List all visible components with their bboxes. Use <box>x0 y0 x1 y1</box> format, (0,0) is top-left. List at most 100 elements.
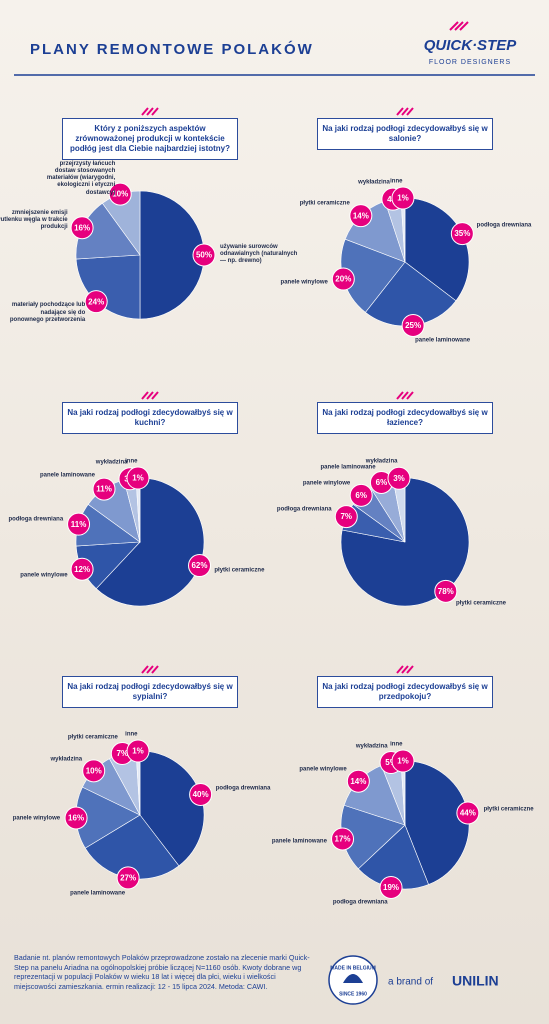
category-label: inne <box>125 731 138 738</box>
footnote: Badanie nt. planów remontowych Polaków p… <box>14 953 310 992</box>
value-label: 16% <box>74 223 90 232</box>
category-label: panele winylowe <box>280 279 328 286</box>
value-label: 1% <box>397 757 409 766</box>
pie-slice <box>75 254 141 320</box>
chart-title: Na jaki rodzaj podłogi zdecydowałbyś się… <box>317 676 493 708</box>
chart-title: Na jaki rodzaj podłogi zdecydowałbyś się… <box>317 118 493 150</box>
value-badge <box>189 782 213 806</box>
category-label: panele laminowane <box>415 337 471 344</box>
category-label: panele laminowane <box>271 838 327 845</box>
value-badge <box>349 483 373 507</box>
category-label: podłoga drewniana <box>276 506 332 513</box>
category-label: podłoga drewniana <box>332 899 388 906</box>
value-label: 14% <box>350 777 366 786</box>
value-label: 6% <box>376 478 388 487</box>
value-label: 1% <box>132 474 144 483</box>
value-badge <box>379 875 403 899</box>
value-label: 17% <box>335 835 351 844</box>
title-mark <box>396 665 414 674</box>
value-label: 19% <box>383 883 399 892</box>
category-label: inne <box>390 178 403 185</box>
brand: UNILIN <box>452 973 499 989</box>
badge-icon <box>343 974 363 983</box>
category-label: panele laminowane <box>320 464 376 471</box>
value-badge <box>450 222 474 246</box>
category-label: wykładzina <box>365 458 398 465</box>
title-mark <box>141 107 159 116</box>
category-label: używanie surowców odnawialnych (naturaln… <box>220 244 298 265</box>
category-label: płytki ceramiczne <box>483 806 534 813</box>
value-badge <box>84 290 108 314</box>
value-label: 7% <box>340 512 352 521</box>
value-badge <box>331 827 355 851</box>
brand-of: a brand of <box>388 977 433 988</box>
value-label: 44% <box>460 809 476 818</box>
chart-title: Który z poniższych aspektów zrównoważone… <box>62 118 238 160</box>
chart-title: Na jaki rodzaj podłogi zdecydowałbyś się… <box>62 402 238 434</box>
value-badge <box>192 243 216 267</box>
category-label: płytki ceramiczne <box>67 734 118 741</box>
value-badge <box>346 769 370 793</box>
value-label: 3% <box>393 474 405 483</box>
badge-top: MADE IN BELGIUM <box>330 965 376 971</box>
title-mark <box>141 665 159 674</box>
title-mark <box>396 391 414 400</box>
category-label: płytki ceramiczne <box>214 567 265 574</box>
value-badge <box>401 313 425 337</box>
value-badge <box>188 554 212 578</box>
category-label: podłoga drewniana <box>215 785 271 792</box>
value-label: 5% <box>385 758 397 767</box>
value-badge <box>82 759 106 783</box>
value-badge <box>70 557 94 581</box>
chart-title: Na jaki rodzaj podłogi zdecydowałbyś się… <box>317 402 493 434</box>
category-label: płytki ceramiczne <box>299 200 350 207</box>
category-label: zmniejszenie emisji dwutlenku węgla w tr… <box>0 210 68 231</box>
value-badge <box>70 216 94 240</box>
value-label: 35% <box>454 229 470 238</box>
category-label: inne <box>390 741 403 748</box>
category-label: wykładzina <box>95 459 128 466</box>
page-title: PLANY REMONTOWE POLAKÓW <box>30 40 314 58</box>
title-mark <box>141 391 159 400</box>
value-badge <box>116 866 140 890</box>
category-label: inne <box>125 458 138 465</box>
value-badge <box>391 186 415 210</box>
value-badge <box>108 182 132 206</box>
value-label: 11% <box>96 485 112 494</box>
value-label: 1% <box>132 747 144 756</box>
value-badge <box>64 806 88 830</box>
category-label: panele laminowane <box>40 472 96 479</box>
value-label: 20% <box>335 275 351 284</box>
value-badge <box>349 204 373 228</box>
chart-title: Na jaki rodzaj podłogi zdecydowałbyś się… <box>62 676 238 708</box>
category-label: panele winylowe <box>302 480 351 487</box>
category-label: płytki ceramiczne <box>455 600 507 607</box>
logo: QUICK·STEP <box>424 37 518 54</box>
value-label: 40% <box>193 790 209 799</box>
value-badge <box>126 466 150 490</box>
value-label: 27% <box>120 873 136 882</box>
category-label: materiały pochodzące lub nadające się do… <box>9 302 86 323</box>
category-label: panele winylowe <box>299 766 347 773</box>
value-label: 62% <box>191 561 207 570</box>
value-badge <box>391 749 415 773</box>
logo-mark <box>449 21 469 31</box>
value-label: 10% <box>86 766 102 775</box>
value-badge <box>456 801 480 825</box>
value-badge <box>331 267 355 291</box>
value-label: 10% <box>112 190 128 199</box>
value-label: 12% <box>74 565 90 574</box>
title-mark <box>396 107 414 116</box>
value-label: 50% <box>196 251 212 260</box>
category-label: panele winylowe <box>20 572 68 579</box>
value-label: 7% <box>117 749 129 758</box>
category-label: podłoga drewniana <box>476 222 532 229</box>
value-label: 78% <box>438 587 454 596</box>
value-badge <box>67 512 91 536</box>
value-label: 16% <box>68 814 84 823</box>
category-label: wykładzina <box>355 743 388 750</box>
value-label: 1% <box>397 194 409 203</box>
value-label: 11% <box>71 520 87 529</box>
